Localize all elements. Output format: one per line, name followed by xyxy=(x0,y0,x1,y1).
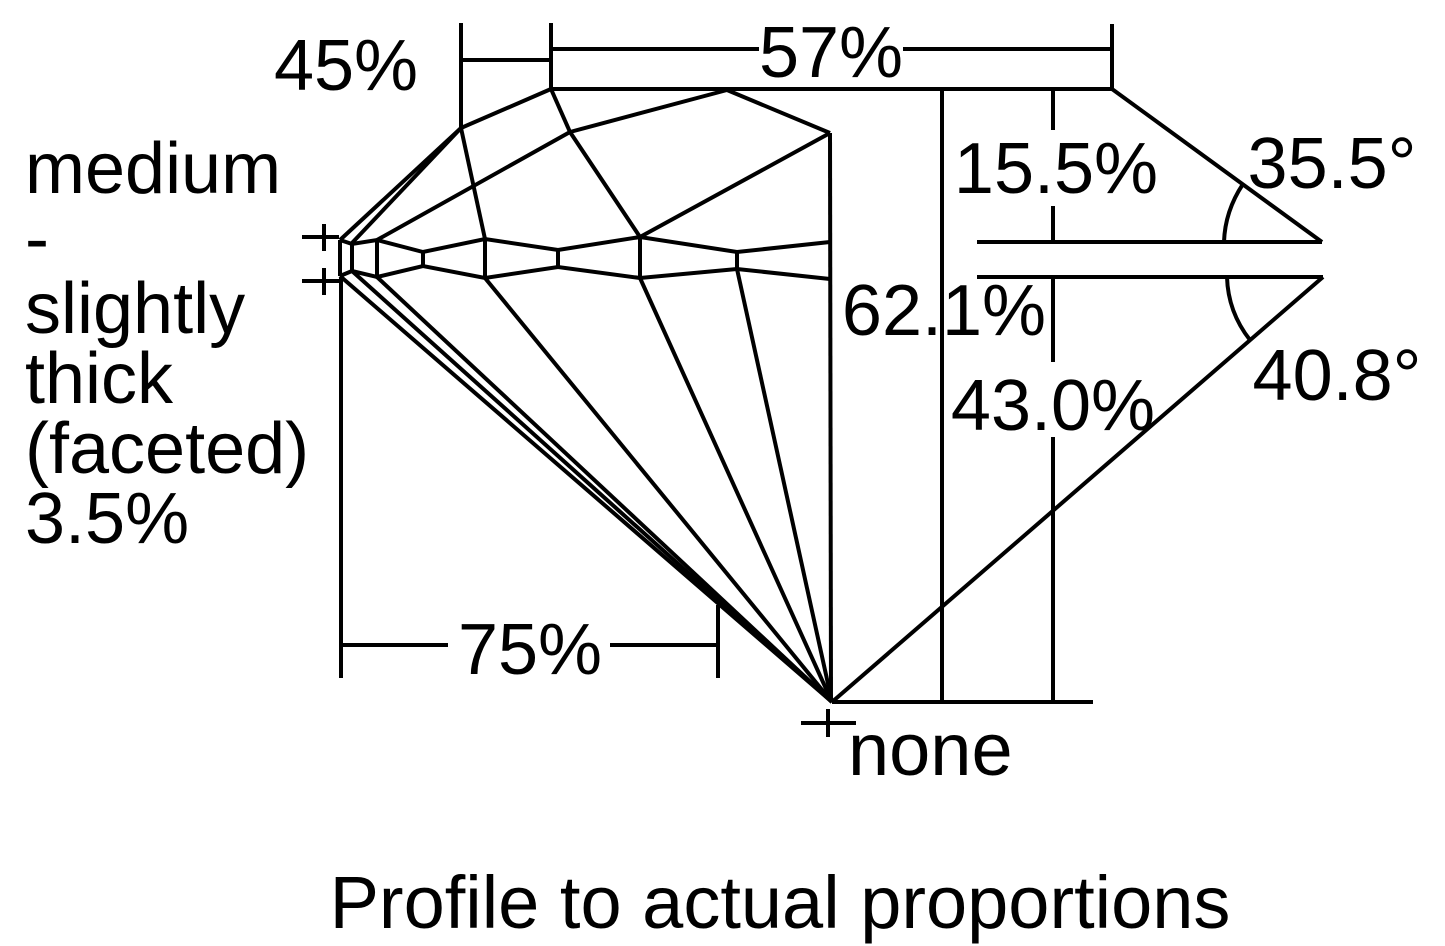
culet-tick-mark xyxy=(801,709,856,737)
lower-girdle-dimension xyxy=(339,277,720,678)
star-length-dimension xyxy=(459,23,553,130)
lower-girdle-label: 75% xyxy=(458,610,602,690)
girdle-label-line5: (faceted) xyxy=(25,409,309,489)
pavilion-angle-label: 40.8° xyxy=(1253,336,1422,416)
pavilion-depth-label: 43.0% xyxy=(951,366,1155,446)
girdle-label-line4: thick xyxy=(25,339,174,419)
diagram-caption: Profile to actual proportions xyxy=(330,861,1231,944)
girdle-band xyxy=(338,234,831,281)
table-size-dimension xyxy=(551,24,1114,89)
girdle-tick-marks xyxy=(302,224,339,295)
crown-facet-lines xyxy=(350,88,833,703)
crown-angle-label: 35.5° xyxy=(1248,124,1417,204)
girdle-label-line1: medium xyxy=(25,129,281,209)
total-depth-label: 62.1% xyxy=(842,271,1046,351)
girdle-label-line6: 3.5% xyxy=(25,479,189,559)
girdle-label-line2: - xyxy=(25,199,49,279)
table-size-label: 57% xyxy=(759,13,903,93)
culet-label: none xyxy=(848,708,1013,791)
star-length-label: 45% xyxy=(274,26,418,106)
crown-height-label: 15.5% xyxy=(954,129,1158,209)
crown-angle-arc xyxy=(1222,182,1245,243)
girdle-description-label: medium - slightly thick (faceted) 3.5% xyxy=(25,129,309,559)
girdle-label-line3: slightly xyxy=(25,269,245,349)
pavilion-angle-arc xyxy=(1225,276,1252,342)
cross-section-reference xyxy=(830,182,1325,704)
pavilion-facet-lines xyxy=(338,268,834,704)
